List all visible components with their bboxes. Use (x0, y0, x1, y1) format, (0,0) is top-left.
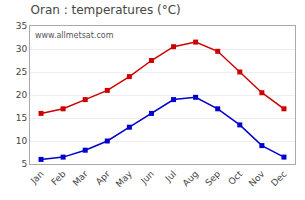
svg-text:10: 10 (16, 136, 28, 146)
svg-text:Jul: Jul (163, 169, 178, 184)
svg-text:Dec: Dec (269, 169, 288, 188)
svg-text:Apr: Apr (94, 169, 112, 187)
svg-text:Jan: Jan (28, 169, 46, 187)
svg-text:Oct: Oct (226, 168, 244, 186)
svg-text:35: 35 (16, 21, 27, 31)
svg-text:Oran : temperatures (°C): Oran : temperatures (°C) (31, 3, 181, 17)
svg-text:5: 5 (21, 159, 27, 169)
svg-text:20: 20 (16, 90, 28, 100)
svg-text:Aug: Aug (181, 169, 201, 189)
svg-text:25: 25 (16, 67, 27, 77)
svg-text:Sep: Sep (203, 169, 222, 188)
svg-text:Feb: Feb (49, 169, 68, 188)
svg-text:Jun: Jun (138, 169, 156, 187)
svg-text:Nov: Nov (247, 168, 267, 188)
svg-text:Mar: Mar (71, 169, 90, 188)
svg-text:15: 15 (16, 113, 27, 123)
svg-text:www.allmetsat.com: www.allmetsat.com (35, 31, 114, 40)
svg-text:30: 30 (16, 44, 28, 54)
svg-text:May: May (114, 168, 135, 189)
